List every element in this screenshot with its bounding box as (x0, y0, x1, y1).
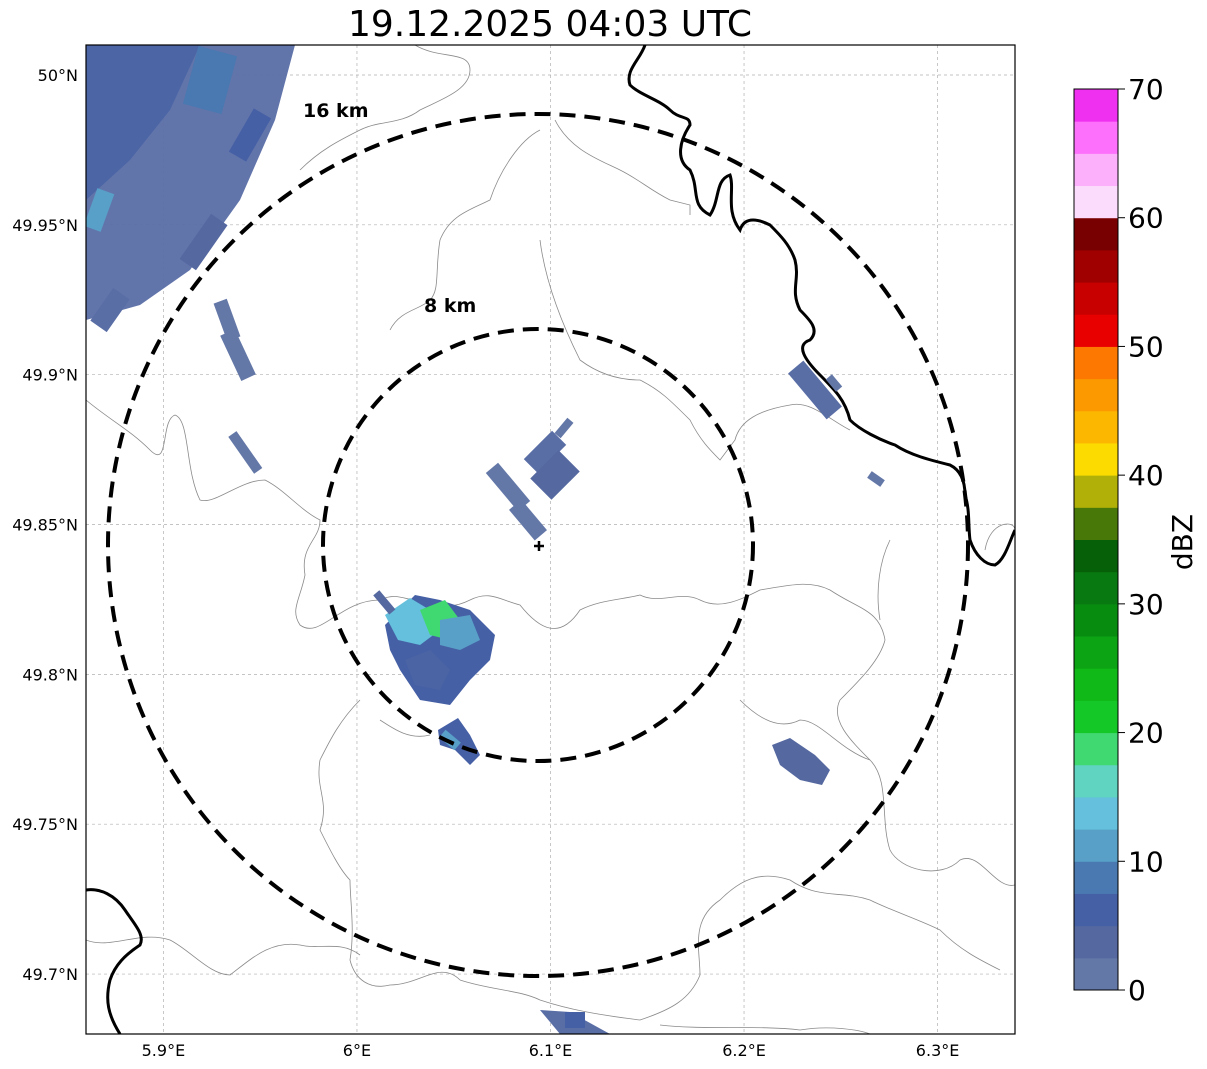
colorbar-tick-label: 40 (1128, 459, 1164, 492)
colorbar-band (1074, 378, 1118, 412)
lat-tick-label: 49.8°N (22, 665, 78, 684)
colorbar-tick-label: 30 (1128, 588, 1164, 621)
longitude-tick-labels: 5.9°E 6°E 6.1°E 6.2°E 6.3°E (142, 1041, 960, 1060)
colorbar-band (1074, 121, 1118, 154)
range-ring-8km-label: 8 km (424, 295, 476, 317)
colorbar-band (1074, 764, 1118, 798)
latitude-tick-labels: 50°N 49.95°N 49.9°N 49.85°N 49.8°N 49.75°N 49.… (12, 66, 78, 984)
lon-tick-label: 6.3°E (916, 1041, 960, 1060)
lat-tick-label: 49.75°N (12, 815, 78, 834)
colorbar-band (1074, 442, 1118, 476)
colorbar-band (1074, 89, 1118, 122)
colorbar-band (1074, 539, 1118, 573)
colorbar-unit-label: dBZ (1166, 514, 1199, 570)
lat-tick-label: 50°N (38, 66, 78, 85)
colorbar-band (1074, 893, 1118, 927)
map-frame (85, 44, 1016, 1035)
colorbar-band (1074, 185, 1118, 219)
colorbar-band (1074, 571, 1118, 605)
colorbar-tick-label: 10 (1128, 845, 1164, 878)
colorbar-band (1074, 153, 1118, 187)
colorbar-band (1074, 410, 1118, 444)
colorbar-band (1074, 475, 1118, 508)
range-ring-16km-label: 16 km (303, 100, 369, 122)
colorbar-band (1074, 603, 1118, 637)
colorbar-band (1074, 829, 1118, 862)
colorbar-band (1074, 346, 1118, 380)
map-title: 19.12.2025 04:03 UTC (347, 4, 753, 45)
lon-tick-label: 5.9°E (142, 1041, 186, 1060)
lon-tick-label: 6.2°E (722, 1041, 766, 1060)
colorbar-frame (1073, 88, 1119, 991)
lat-tick-label: 49.85°N (12, 516, 78, 535)
colorbar-band (1074, 668, 1118, 701)
radar-site-marker (534, 541, 544, 551)
lon-tick-label: 6.1°E (529, 1041, 573, 1060)
range-rings (106, 112, 970, 978)
colorbar-bands (1074, 89, 1118, 991)
colorbar-band (1074, 861, 1118, 894)
colorbar-band (1074, 925, 1118, 959)
colorbar-tick-labels: 0 10 20 30 40 50 60 70 (1118, 73, 1164, 1007)
range-ring-8km (321, 327, 755, 763)
colorbar-band (1074, 217, 1118, 251)
admin-boundaries (86, 45, 1015, 1034)
radar-echoes (86, 45, 885, 1034)
range-ring-16km (106, 112, 970, 978)
colorbar-tick-label: 70 (1128, 73, 1164, 106)
colorbar-tick-label: 20 (1128, 717, 1164, 750)
colorbar-band (1074, 732, 1118, 766)
colorbar-band (1074, 282, 1118, 315)
lat-tick-label: 49.9°N (22, 366, 78, 385)
lat-tick-label: 49.95°N (12, 216, 78, 235)
colorbar-band (1074, 957, 1118, 991)
colorbar-band (1074, 314, 1118, 347)
lat-tick-label: 49.7°N (22, 965, 78, 984)
colorbar-tick-label: 50 (1128, 330, 1164, 363)
colorbar-band (1074, 249, 1118, 283)
colorbar-band (1074, 507, 1118, 540)
colorbar-band (1074, 796, 1118, 830)
colorbar-band (1074, 700, 1118, 734)
lon-tick-label: 6°E (343, 1041, 371, 1060)
colorbar-tick-label: 0 (1128, 974, 1146, 1007)
colorbar-tick-label: 60 (1128, 202, 1164, 235)
colorbar-band (1074, 636, 1118, 669)
